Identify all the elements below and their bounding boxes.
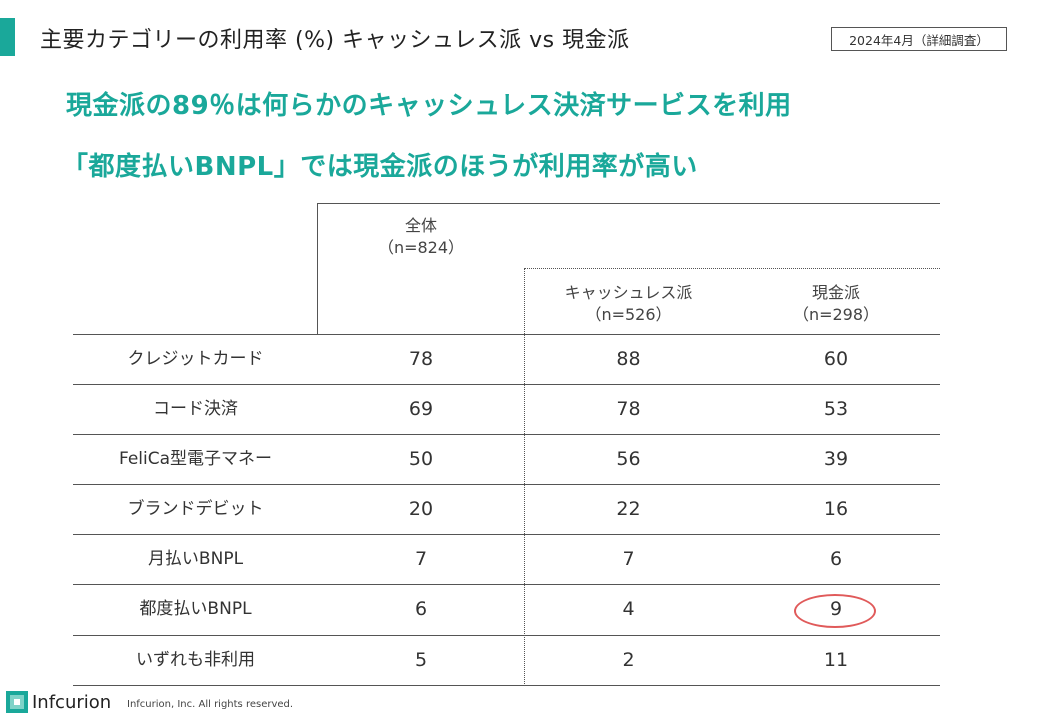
col-header-name: キャッシュレス派 (564, 283, 693, 302)
cell-cashless: 7 (622, 548, 635, 570)
table-top-line (318, 203, 940, 204)
title-accent-bar (0, 18, 15, 56)
row-label: 月払いBNPL (147, 549, 244, 569)
table-bottom-line (73, 685, 940, 686)
cell-cashless: 56 (616, 448, 641, 470)
highlight-oval (794, 594, 876, 628)
col-header-n: （n=824） (377, 238, 465, 257)
row-label: ブランドデビット (127, 499, 264, 519)
row-line (73, 434, 940, 435)
row-line (73, 635, 940, 636)
col-header-overall: 全体 （n=824） (318, 215, 524, 259)
row-line (73, 384, 940, 385)
copyright: Infcurion, Inc. All rights reserved. (127, 699, 294, 710)
cell-overall: 78 (408, 348, 434, 370)
headline-1: 現金派の89％は何らかのキャッシュレス決済サービスを利用 (66, 91, 792, 121)
col-header-cash: 現金派 （n=298） (732, 282, 940, 326)
date-badge: 2024年4月（詳細調査） (831, 27, 1007, 51)
cell-cashless: 78 (616, 398, 641, 420)
company-logo: Infcurion (6, 691, 111, 713)
col-header-n: （n=526） (585, 305, 672, 324)
cell-cash: 11 (823, 649, 849, 671)
row-line (73, 334, 940, 335)
col-header-name: 全体 (404, 216, 437, 235)
row-label: いずれも非利用 (136, 650, 255, 670)
row-line (73, 534, 940, 535)
cell-overall: 69 (408, 398, 434, 420)
row-label: コード決済 (153, 399, 238, 419)
header-left-divider (317, 203, 318, 334)
cell-cash: 39 (823, 448, 849, 470)
cell-overall: 50 (408, 448, 434, 470)
row-label: クレジットカード (127, 349, 264, 369)
logo-text: Infcurion (32, 691, 112, 713)
row-label: FeliCa型電子マネー (118, 449, 273, 469)
subgroup-divider (524, 268, 525, 686)
subgroup-line (525, 268, 940, 269)
logo-mark-icon (6, 691, 28, 713)
cell-cash: 9 (829, 598, 843, 620)
cell-overall: 6 (414, 598, 428, 620)
row-line (73, 484, 940, 485)
cell-overall: 5 (414, 649, 428, 671)
cell-cash: 6 (829, 548, 843, 570)
row-line (73, 584, 940, 585)
headline-2: 「都度払いBNPL」では現金派のほうが利用率が高い (62, 152, 698, 182)
col-header-name: 現金派 (811, 283, 860, 302)
row-label: 都度払いBNPL (139, 599, 252, 619)
slide-title: 主要カテゴリーの利用率 (%) キャッシュレス派 vs 現金派 (40, 28, 630, 53)
cell-cash: 16 (823, 498, 849, 520)
col-header-n: （n=298） (792, 305, 880, 324)
cell-cash: 60 (823, 348, 849, 370)
cell-overall: 20 (408, 498, 434, 520)
cell-cashless: 4 (622, 598, 635, 620)
cell-cashless: 22 (616, 498, 641, 520)
cell-cash: 53 (823, 398, 849, 420)
cell-overall: 7 (414, 548, 428, 570)
col-header-cashless: キャッシュレス派 （n=526） (525, 282, 732, 326)
cell-cashless: 2 (622, 649, 635, 671)
cell-cashless: 88 (616, 348, 641, 370)
